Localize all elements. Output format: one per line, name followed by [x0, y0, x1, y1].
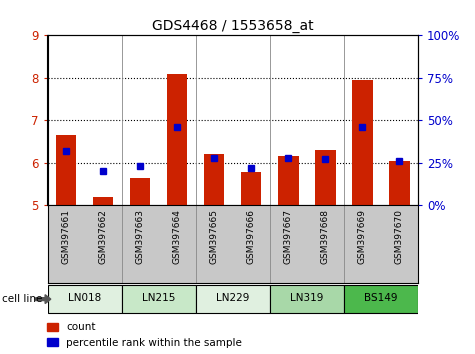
- Text: GSM397667: GSM397667: [284, 209, 293, 264]
- Text: BS149: BS149: [364, 293, 398, 303]
- Text: GSM397670: GSM397670: [395, 209, 404, 264]
- Text: GSM397662: GSM397662: [99, 209, 107, 264]
- Bar: [93, 197, 113, 205]
- Text: GSM397668: GSM397668: [321, 209, 330, 264]
- FancyBboxPatch shape: [270, 285, 344, 314]
- Text: GSM397665: GSM397665: [210, 209, 218, 264]
- Text: GSM397669: GSM397669: [358, 209, 367, 264]
- Title: GDS4468 / 1553658_at: GDS4468 / 1553658_at: [152, 19, 314, 33]
- Text: GSM397661: GSM397661: [62, 209, 70, 264]
- Bar: [167, 74, 187, 205]
- FancyBboxPatch shape: [196, 285, 270, 314]
- Text: LN215: LN215: [142, 293, 175, 303]
- Text: LN319: LN319: [290, 293, 323, 303]
- Bar: [315, 150, 335, 205]
- Bar: [241, 172, 261, 205]
- Bar: [278, 156, 298, 205]
- FancyBboxPatch shape: [122, 285, 196, 314]
- Text: LN018: LN018: [68, 293, 101, 303]
- FancyBboxPatch shape: [48, 285, 122, 314]
- Bar: [352, 80, 372, 205]
- Text: cell line: cell line: [2, 294, 43, 304]
- Legend: count, percentile rank within the sample: count, percentile rank within the sample: [43, 318, 246, 352]
- Bar: [204, 154, 224, 205]
- Text: GSM397664: GSM397664: [173, 209, 181, 264]
- Bar: [390, 161, 409, 205]
- Bar: [130, 178, 150, 205]
- FancyBboxPatch shape: [344, 285, 418, 314]
- Text: GSM397666: GSM397666: [247, 209, 256, 264]
- Bar: [56, 135, 76, 205]
- Text: GSM397663: GSM397663: [136, 209, 144, 264]
- Text: LN229: LN229: [216, 293, 249, 303]
